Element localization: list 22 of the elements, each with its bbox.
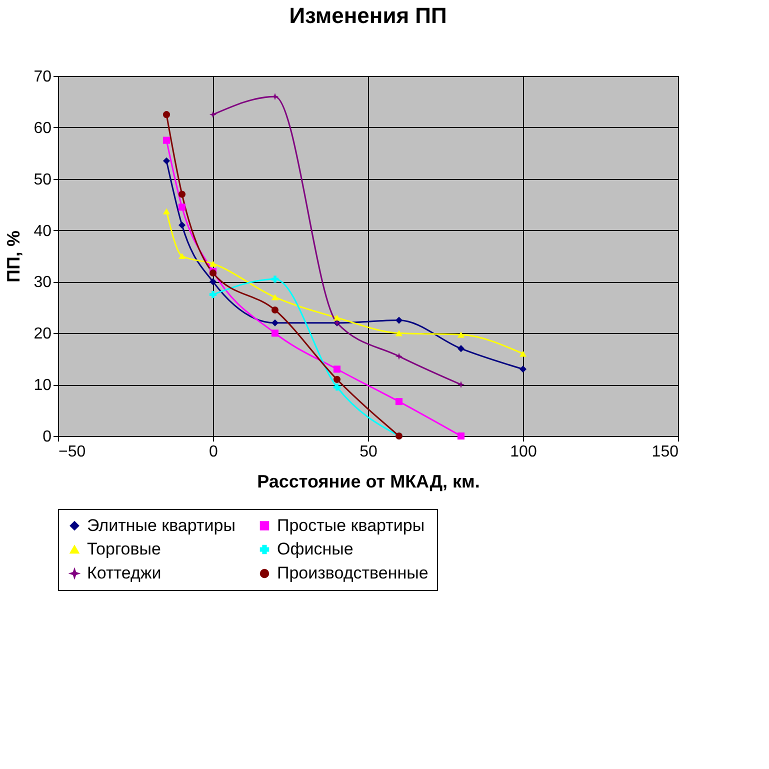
y-tick-label: 40 <box>34 222 52 240</box>
x-tick-label: 150 <box>652 444 679 460</box>
x-tick-label: −50 <box>58 444 86 460</box>
legend-label: Коттеджи <box>87 564 162 582</box>
legend-label: Простые квартиры <box>277 516 425 535</box>
y-tick-label: 20 <box>34 326 52 343</box>
y-tick-label: 30 <box>34 274 52 292</box>
chart-title: Изменения ПП <box>289 3 447 28</box>
y-tick-label: 70 <box>34 68 52 86</box>
legend-label: Торговые <box>87 540 161 558</box>
y-tick-label: 60 <box>34 120 52 137</box>
x-axis-title: Расстояние от МКАД, км. <box>257 472 480 492</box>
x-tick-label: 100 <box>510 444 537 460</box>
y-tick-label: 10 <box>34 377 52 394</box>
x-tick-label: 0 <box>209 444 218 460</box>
y-axis-title: ПП, % <box>4 230 24 282</box>
legend-label: Производственные <box>277 564 428 582</box>
y-tick-label: 50 <box>34 171 52 188</box>
legend-label: Офисные <box>277 540 354 558</box>
legend-label: Элитные квартиры <box>87 516 236 535</box>
x-tick-label: 50 <box>360 444 378 460</box>
y-tick-label: 0 <box>42 428 52 446</box>
